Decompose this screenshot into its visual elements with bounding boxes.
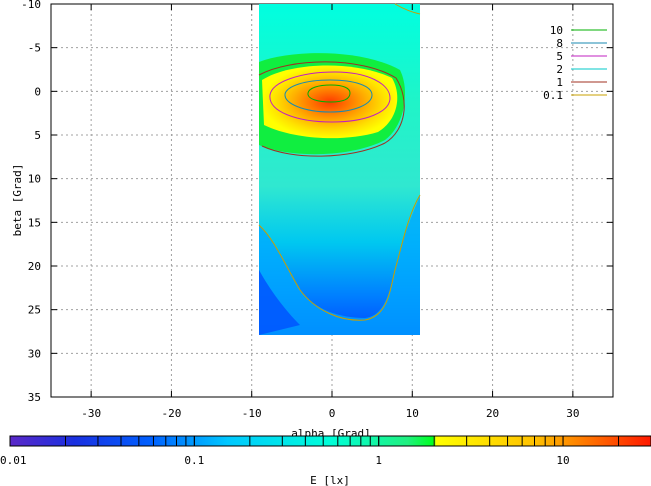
y-tick-label: -5 — [28, 42, 41, 55]
x-tick-label: -30 — [81, 407, 101, 420]
colorbar-tick-label: 1 — [375, 454, 382, 467]
colorbar-tick-label: 10 — [556, 454, 569, 467]
x-tick-label: 0 — [329, 407, 336, 420]
contour-10 — [307, 84, 351, 103]
colorbar-label: E [lx] — [310, 474, 350, 486]
contour-1 — [258, 61, 405, 157]
y-tick-label: 30 — [28, 347, 41, 360]
y-tick-label: 25 — [28, 304, 41, 317]
heatmap-low-region — [259, 195, 420, 335]
contour-lines — [258, 3, 421, 321]
colorbar-tick-label: 0.01 — [0, 454, 27, 467]
legend-entry-label: 2 — [556, 63, 563, 76]
x-tick-label: 10 — [406, 407, 419, 420]
y-tick-label: 35 — [28, 391, 41, 404]
x-axis-ticks: -30 -20 -10 0 10 20 30 — [81, 4, 579, 420]
contour-0.1-top — [394, 3, 421, 15]
y-tick-label: -10 — [21, 0, 41, 11]
colorbar-tick-label: 0.1 — [184, 454, 204, 467]
colorbar-ticks: 0.01 0.1 1 10 — [0, 436, 651, 467]
y-tick-label: 20 — [28, 260, 41, 273]
contour-8 — [284, 79, 373, 113]
legend-entry-label: 8 — [556, 37, 563, 50]
contour-0.1 — [258, 194, 421, 321]
heatmap-data-region — [259, 4, 420, 335]
x-tick-label: -10 — [242, 407, 262, 420]
heatmap-lowest-region — [259, 270, 300, 335]
contour-5 — [269, 71, 391, 123]
y-tick-label: 0 — [34, 85, 41, 98]
x-tick-label: 30 — [566, 407, 579, 420]
y-axis-label: beta [Grad] — [11, 164, 24, 237]
y-tick-label: 5 — [34, 129, 41, 142]
y-tick-label: 10 — [28, 173, 41, 186]
legend-entry-label: 0.1 — [543, 89, 563, 102]
legend-entry-label: 10 — [550, 24, 563, 37]
x-tick-label: -20 — [161, 407, 181, 420]
x-tick-label: 20 — [486, 407, 499, 420]
legend-entry-label: 1 — [556, 76, 563, 89]
legend-entry-label: 5 — [556, 50, 563, 63]
y-tick-label: 15 — [28, 216, 41, 229]
